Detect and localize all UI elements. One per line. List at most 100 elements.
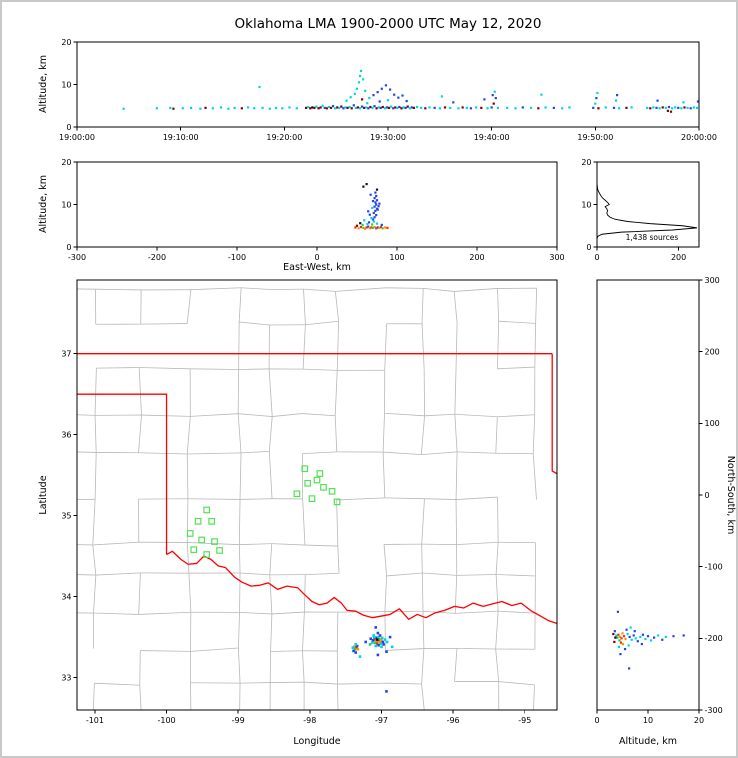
county-boundary (186, 289, 192, 324)
county-boundary (422, 611, 425, 649)
county-boundary (334, 291, 340, 322)
lma-source-point (692, 106, 695, 109)
oklahoma-state-border (77, 393, 168, 555)
lma-source-point (355, 644, 359, 648)
lma-source-point (367, 107, 370, 110)
lma-source-point (368, 213, 371, 216)
county-boundary (421, 683, 425, 710)
county-boundary (77, 544, 93, 546)
county-boundary (77, 451, 97, 453)
county-boundary (239, 611, 272, 615)
lma-source-point (373, 205, 376, 208)
lma-source-point (340, 105, 343, 108)
lma-source-point (370, 217, 373, 220)
county-boundary (95, 572, 141, 576)
county-boundary (384, 721, 425, 723)
lma-source-point (604, 106, 607, 109)
lma-source-point (373, 635, 376, 639)
county-boundary (272, 288, 304, 291)
county-boundary (240, 450, 270, 454)
lma-source-point (199, 107, 202, 110)
x-tick-label: -99 (232, 716, 245, 725)
county-boundary (302, 612, 305, 651)
lma-source-point (374, 626, 378, 629)
x-tick-label: 0 (314, 253, 319, 262)
lma-station-layer (186, 465, 341, 558)
lma-source-point (613, 640, 616, 644)
lma-source-point (373, 638, 376, 641)
lma-source-point (544, 106, 547, 109)
lma-source-point (656, 99, 659, 102)
county-boundary (304, 544, 338, 547)
county-boundary (382, 413, 385, 453)
lma-source-point (376, 226, 379, 229)
lma-source-point (375, 639, 378, 643)
x-tick-label: 100 (389, 253, 404, 262)
y-tick-label: 0 (586, 243, 591, 252)
lma-source-point (227, 107, 230, 110)
lma-source-point (376, 653, 380, 657)
lma-source-point (323, 106, 326, 109)
lma-source-point (371, 226, 375, 229)
county-boundary (271, 543, 305, 546)
lma-source-point (371, 106, 374, 109)
lma-source-point (683, 106, 686, 109)
lma-source-point (621, 642, 625, 646)
lma-source-point (366, 102, 369, 105)
county-boundary (337, 546, 340, 574)
lma-source-point (274, 106, 278, 109)
county-boundary (301, 413, 336, 417)
lma-source-point (664, 635, 667, 638)
x-tick-label: 20:00:00 (681, 133, 717, 142)
lma-source-point (375, 642, 379, 645)
lma-station-marker (208, 517, 216, 525)
lma-source-point (374, 191, 377, 194)
y-tick-label: 300 (705, 276, 720, 285)
lma-source-point (376, 635, 380, 639)
county-boundary (532, 453, 537, 500)
county-boundary (421, 288, 424, 324)
y-tick-label: 20 (61, 158, 71, 167)
county-boundary (424, 413, 455, 417)
x-tick-label: 19:40:00 (474, 133, 510, 142)
lma-source-point (612, 632, 615, 636)
county-boundary (497, 497, 499, 543)
lma-source-point (357, 81, 361, 84)
county-boundary (138, 452, 188, 455)
lma-source-point (398, 105, 401, 109)
lma-source-point (363, 219, 366, 222)
county-boundary (272, 413, 302, 417)
lma-station-marker (186, 530, 194, 537)
lma-source-point (680, 107, 683, 110)
state-border-layer (77, 353, 557, 624)
lma-source-point (452, 101, 455, 104)
lma-source-point (381, 640, 385, 644)
lma-source-point (373, 225, 376, 229)
x-tick-label: 0 (594, 716, 599, 725)
lma-source-point (172, 107, 175, 110)
lma-station-marker (328, 488, 336, 495)
county-boundary (271, 611, 305, 615)
x-tick-label: -95 (518, 716, 531, 725)
lma-source-point (649, 639, 653, 642)
county-boundary (497, 366, 535, 370)
lma-source-point (358, 655, 362, 658)
lma-source-point (356, 106, 360, 109)
lma-source-point (383, 638, 387, 641)
county-boundary (303, 288, 336, 292)
y-tick-label: 100 (705, 419, 720, 428)
lma-source-point (367, 221, 371, 224)
lma-source-point (382, 643, 385, 646)
y-tick-label: 20 (61, 38, 71, 47)
x-tick-label: 0 (594, 253, 599, 262)
lma-source-point (617, 633, 620, 636)
lma-source-point (594, 102, 597, 105)
county-boundary (93, 612, 139, 615)
lma-source-point (345, 99, 348, 102)
county-boundary (94, 682, 140, 686)
lma-source-point (646, 635, 650, 638)
lma-source-point (363, 106, 366, 109)
lma-source-point (380, 87, 383, 90)
county-boundary (336, 321, 340, 371)
county-boundary (302, 650, 305, 683)
